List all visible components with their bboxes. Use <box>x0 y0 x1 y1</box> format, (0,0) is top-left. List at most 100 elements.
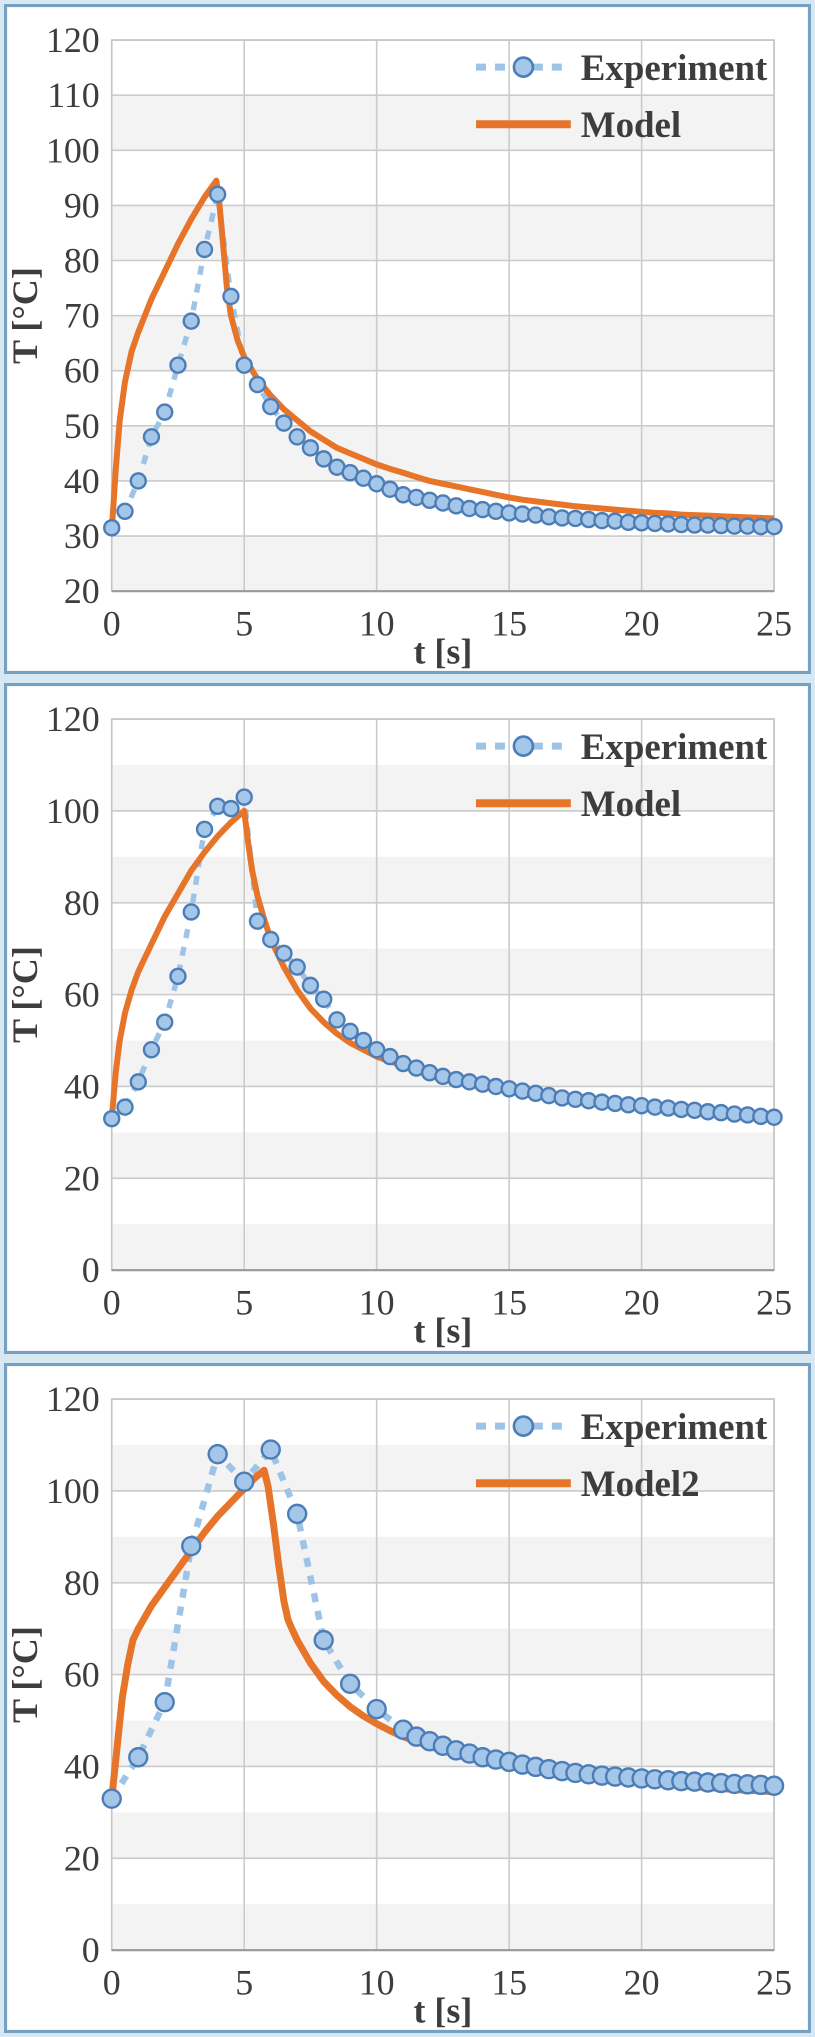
x-tick-labels: 0 5 10 15 20 25 <box>103 1283 792 1323</box>
x-tick-label: 20 <box>624 603 660 643</box>
legend-experiment-label: Experiment <box>581 1407 768 1448</box>
y-tick-label: 80 <box>64 883 100 923</box>
experiment-marker <box>169 967 187 986</box>
x-tick-label: 25 <box>756 1962 792 2002</box>
experiment-marker <box>301 977 320 995</box>
experiment-marker <box>116 1098 134 1117</box>
legend-item-experiment: Experiment <box>476 727 768 768</box>
chart-panel-middle: 0 20 40 60 80 100 120 0 5 10 15 20 25 t [s] T [°C] Expe… <box>4 683 811 1354</box>
x-tick-label: 15 <box>491 1283 527 1323</box>
experiment-marker <box>328 1011 346 1029</box>
experiment-marker <box>248 375 267 394</box>
plot-band <box>111 315 775 371</box>
y-tick-label: 60 <box>64 1654 100 1694</box>
experiment-marker <box>222 800 240 818</box>
experiment-marker <box>275 944 293 963</box>
y-tick-labels: 20 30 40 50 60 70 80 90 100 110 120 <box>46 20 100 611</box>
experiment-marker <box>262 397 280 416</box>
x-tick-label: 15 <box>491 1962 527 2002</box>
legend-experiment-marker <box>512 56 535 78</box>
y-tick-label: 40 <box>64 461 100 501</box>
y-tick-label: 120 <box>46 699 100 739</box>
experiment-marker <box>207 1443 228 1465</box>
legend-experiment-marker <box>512 735 535 758</box>
experiment-series <box>103 788 783 1128</box>
temperature-chart-model-v1: 20 30 40 50 60 70 80 90 100 110 120 0 5 10 15 20 25 t [s]… <box>7 20 792 671</box>
plot-band <box>111 1536 775 1583</box>
temperature-chart-model2: 0 20 40 60 80 100 120 0 5 10 15 20 25 t [s] T [°C] Expe… <box>7 1379 792 2030</box>
experiment-marker <box>260 1439 281 1460</box>
experiment-marker <box>313 1629 334 1651</box>
experiment-marker <box>142 1041 161 1059</box>
experiment-marker <box>182 903 200 921</box>
experiment-marker <box>366 1698 387 1719</box>
y-axis-title: T [°C] <box>7 267 45 364</box>
legend-item-experiment: Experiment <box>476 1407 768 1448</box>
experiment-marker <box>103 519 121 537</box>
y-tick-label: 30 <box>64 516 100 556</box>
legend: Experiment Model <box>476 727 768 826</box>
x-tick-label: 10 <box>359 1283 395 1323</box>
experiment-marker <box>195 820 214 839</box>
y-tick-labels: 0 20 40 60 80 100 120 <box>46 699 100 1290</box>
experiment-marker <box>275 414 293 432</box>
y-tick-label: 120 <box>46 1379 100 1419</box>
experiment-marker <box>763 1775 785 1796</box>
legend-item-experiment: Experiment <box>476 48 768 89</box>
model-line <box>108 177 775 531</box>
legend-item-model: Model2 <box>476 1464 700 1505</box>
chart-panel-top: 20 30 40 50 60 70 80 90 100 110 120 0 5 10 15 20 25 t [s]… <box>4 4 811 675</box>
plot-band <box>111 1224 775 1271</box>
legend-model-label: Model2 <box>581 1464 700 1505</box>
legend: Experiment Model <box>476 48 768 146</box>
plot-band <box>111 536 775 592</box>
y-tick-label: 40 <box>64 1746 100 1786</box>
experiment-marker <box>288 428 306 446</box>
legend-experiment-label: Experiment <box>581 727 768 768</box>
y-tick-label: 50 <box>64 406 100 446</box>
legend-experiment-label: Experiment <box>581 48 768 89</box>
experiment-series <box>103 185 783 537</box>
x-tick-label: 5 <box>235 1283 253 1323</box>
y-tick-label: 80 <box>64 1562 100 1602</box>
experiment-marker <box>765 517 783 536</box>
y-tick-label: 100 <box>46 130 100 170</box>
y-tick-label: 20 <box>64 571 100 611</box>
experiment-marker <box>235 356 253 374</box>
x-tick-label: 20 <box>624 1962 660 2002</box>
experiment-marker <box>765 1108 783 1127</box>
legend-item-model: Model <box>476 785 681 826</box>
legend-item-model: Model <box>476 105 681 146</box>
y-tick-label: 100 <box>46 1471 100 1511</box>
experiment-marker <box>287 1503 308 1524</box>
plot-band <box>111 1903 775 1950</box>
experiment-marker <box>154 1691 175 1713</box>
plot-band <box>111 1132 775 1179</box>
experiment-marker <box>103 1110 121 1128</box>
experiment-marker <box>128 1746 149 1768</box>
y-tick-label: 80 <box>64 240 100 280</box>
y-tick-label: 20 <box>64 1838 100 1878</box>
chart-panel-bottom: 0 20 40 60 80 100 120 0 5 10 15 20 25 t [s] T [°C] Expe… <box>4 1362 811 2033</box>
plot-band <box>111 1628 775 1675</box>
experiment-marker <box>208 185 227 204</box>
x-axis-title: t [s] <box>414 631 473 671</box>
x-tick-labels: 0 5 10 15 20 25 <box>103 603 792 643</box>
experiment-marker <box>315 450 333 468</box>
experiment-marker <box>156 1013 174 1032</box>
y-tick-label: 120 <box>46 20 100 60</box>
plot-bands <box>111 765 775 1271</box>
experiment-marker <box>182 312 200 330</box>
legend-model-label: Model <box>581 785 681 826</box>
x-tick-label: 5 <box>235 603 253 643</box>
experiment-marker <box>129 472 147 490</box>
x-axis-title: t [s] <box>414 1990 473 2030</box>
plot-band <box>111 425 775 481</box>
x-axis-title: t [s] <box>414 1311 473 1351</box>
plot-band <box>111 857 775 904</box>
x-tick-label: 25 <box>756 603 792 643</box>
y-tick-label: 20 <box>64 1159 100 1199</box>
experiment-marker <box>234 1471 255 1492</box>
x-tick-labels: 0 5 10 15 20 25 <box>103 1962 792 2002</box>
experiment-marker <box>156 403 174 421</box>
